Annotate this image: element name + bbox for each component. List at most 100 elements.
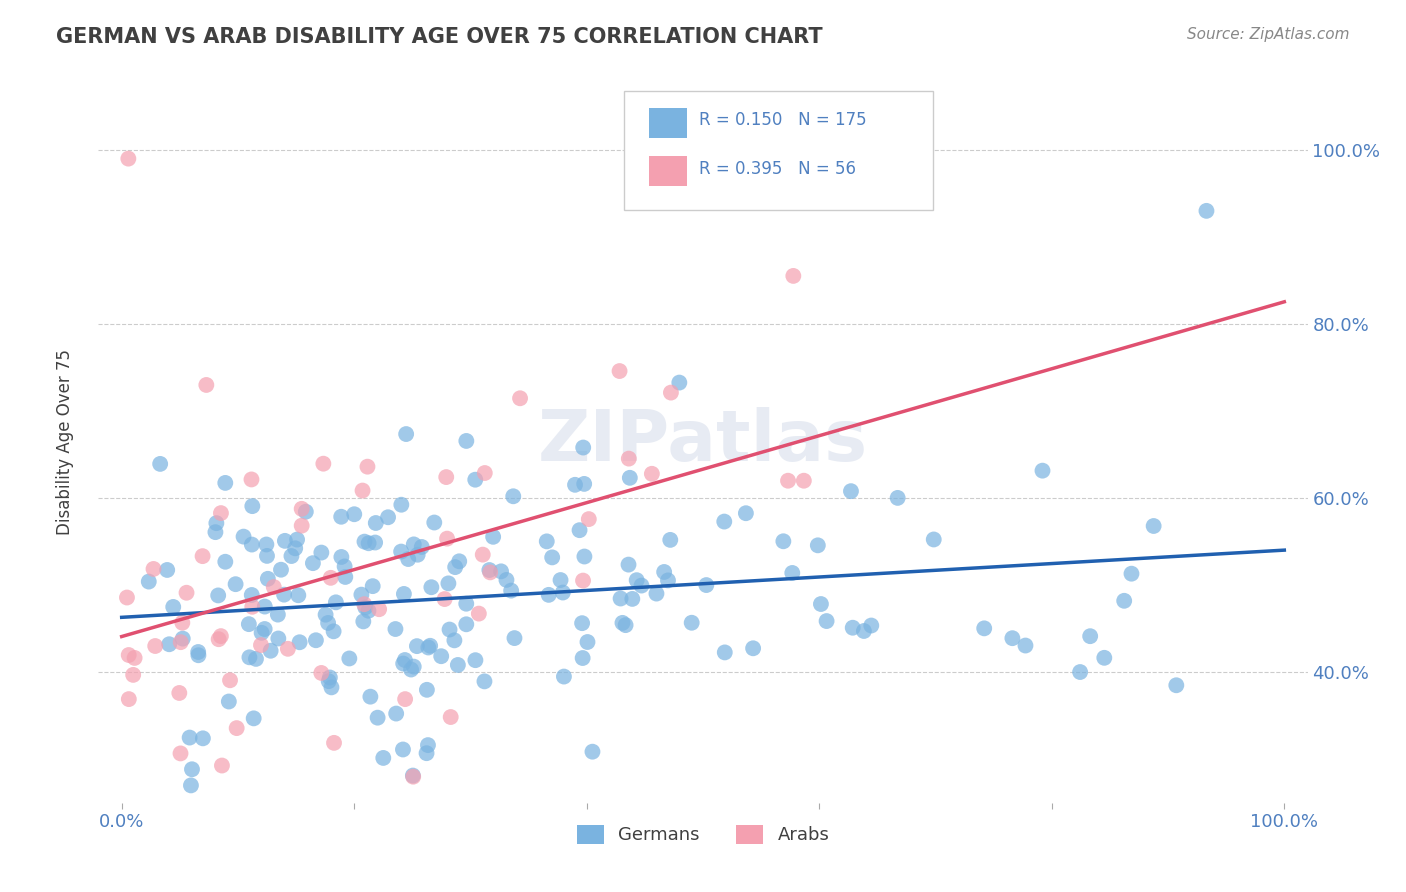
- Point: [502, 489, 524, 503]
- Point: [1143, 519, 1166, 533]
- Point: [617, 451, 640, 466]
- Point: [495, 573, 517, 587]
- Point: [922, 533, 945, 547]
- FancyBboxPatch shape: [648, 108, 688, 138]
- Point: [169, 686, 191, 700]
- Point: [402, 768, 425, 782]
- Point: [406, 639, 429, 653]
- Point: [394, 653, 416, 667]
- Point: [574, 549, 596, 564]
- Point: [609, 364, 631, 378]
- Point: [443, 633, 465, 648]
- Point: [364, 516, 387, 530]
- Text: ZIPatlas: ZIPatlas: [538, 407, 868, 476]
- Point: [352, 615, 374, 629]
- Point: [551, 585, 574, 599]
- Point: [614, 618, 637, 632]
- Point: [240, 472, 263, 486]
- Point: [553, 669, 575, 683]
- Point: [572, 574, 595, 588]
- Point: [742, 641, 765, 656]
- Point: [305, 633, 328, 648]
- Point: [214, 555, 236, 569]
- Point: [356, 459, 378, 474]
- Point: [368, 602, 391, 616]
- Point: [361, 579, 384, 593]
- Point: [181, 762, 204, 776]
- Point: [311, 665, 333, 680]
- Point: [1092, 650, 1115, 665]
- Point: [359, 690, 381, 704]
- Point: [402, 659, 425, 673]
- Point: [482, 530, 505, 544]
- Point: [479, 566, 502, 580]
- Point: [617, 558, 640, 572]
- Point: [311, 545, 333, 559]
- Point: [419, 639, 441, 653]
- Point: [143, 639, 166, 653]
- Point: [433, 592, 456, 607]
- Point: [176, 586, 198, 600]
- Point: [172, 615, 194, 630]
- Point: [973, 621, 995, 635]
- Point: [240, 499, 263, 513]
- Y-axis label: Disability Age Over 75: Disability Age Over 75: [56, 349, 75, 534]
- Point: [456, 617, 478, 632]
- Point: [195, 378, 218, 392]
- Point: [142, 562, 165, 576]
- Point: [415, 746, 437, 760]
- Point: [392, 742, 415, 756]
- Point: [449, 554, 471, 568]
- Point: [1031, 464, 1053, 478]
- Point: [541, 550, 564, 565]
- Point: [117, 152, 139, 166]
- Point: [609, 591, 631, 606]
- Point: [138, 574, 160, 589]
- Point: [295, 505, 318, 519]
- Point: [172, 632, 194, 646]
- Point: [776, 474, 799, 488]
- Point: [402, 537, 425, 551]
- Point: [564, 478, 586, 492]
- Point: [839, 484, 862, 499]
- Point: [291, 518, 314, 533]
- Point: [852, 624, 875, 638]
- Point: [392, 657, 415, 671]
- Point: [115, 591, 138, 605]
- Point: [209, 629, 232, 643]
- Point: [208, 632, 231, 647]
- Point: [240, 537, 263, 551]
- Point: [572, 476, 595, 491]
- Point: [418, 640, 440, 655]
- Point: [793, 474, 815, 488]
- Point: [325, 595, 347, 609]
- Point: [218, 694, 240, 708]
- Point: [886, 491, 908, 505]
- Point: [612, 615, 634, 630]
- Point: [267, 607, 290, 622]
- Point: [319, 671, 342, 685]
- Point: [572, 441, 595, 455]
- Point: [232, 530, 254, 544]
- Point: [1114, 594, 1136, 608]
- Point: [581, 745, 603, 759]
- Point: [464, 473, 486, 487]
- Point: [118, 648, 141, 662]
- Point: [316, 615, 339, 630]
- Point: [389, 544, 412, 558]
- Point: [1121, 566, 1143, 581]
- Point: [204, 525, 226, 540]
- Point: [209, 506, 232, 520]
- Point: [439, 623, 461, 637]
- Point: [267, 632, 290, 646]
- Point: [444, 560, 467, 574]
- Point: [156, 563, 179, 577]
- Point: [367, 711, 389, 725]
- Point: [337, 651, 360, 665]
- Point: [330, 509, 353, 524]
- Point: [456, 434, 478, 448]
- Point: [250, 625, 273, 640]
- Point: [384, 622, 406, 636]
- Point: [1069, 665, 1091, 679]
- Point: [253, 599, 276, 614]
